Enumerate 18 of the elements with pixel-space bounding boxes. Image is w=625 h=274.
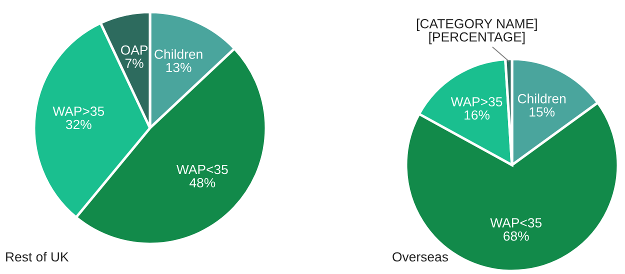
slice-label: WAP<35: [176, 164, 228, 174]
slice-label: OAP: [121, 45, 148, 55]
slice-label: Children: [154, 49, 202, 59]
data-label: [PERCENTAGE]: [429, 32, 525, 44]
slice-label: WAP<35: [490, 218, 542, 228]
slice-label: Children: [518, 94, 566, 104]
data-label: 32%: [66, 120, 92, 130]
data-label: 15%: [530, 107, 555, 117]
data-label: 16%: [464, 110, 490, 120]
slice-label: WAP>35: [450, 97, 502, 106]
data-label: 7%: [125, 58, 144, 68]
slice-label: [CATEGORY NAME]: [417, 18, 537, 31]
slice-label: WAP>35: [52, 106, 104, 116]
data-label: 48%: [190, 178, 216, 188]
data-label: 13%: [166, 62, 192, 72]
text: Overseas: [392, 252, 448, 262]
text: Rest of UK: [6, 252, 69, 262]
data-label: 68%: [504, 231, 529, 241]
